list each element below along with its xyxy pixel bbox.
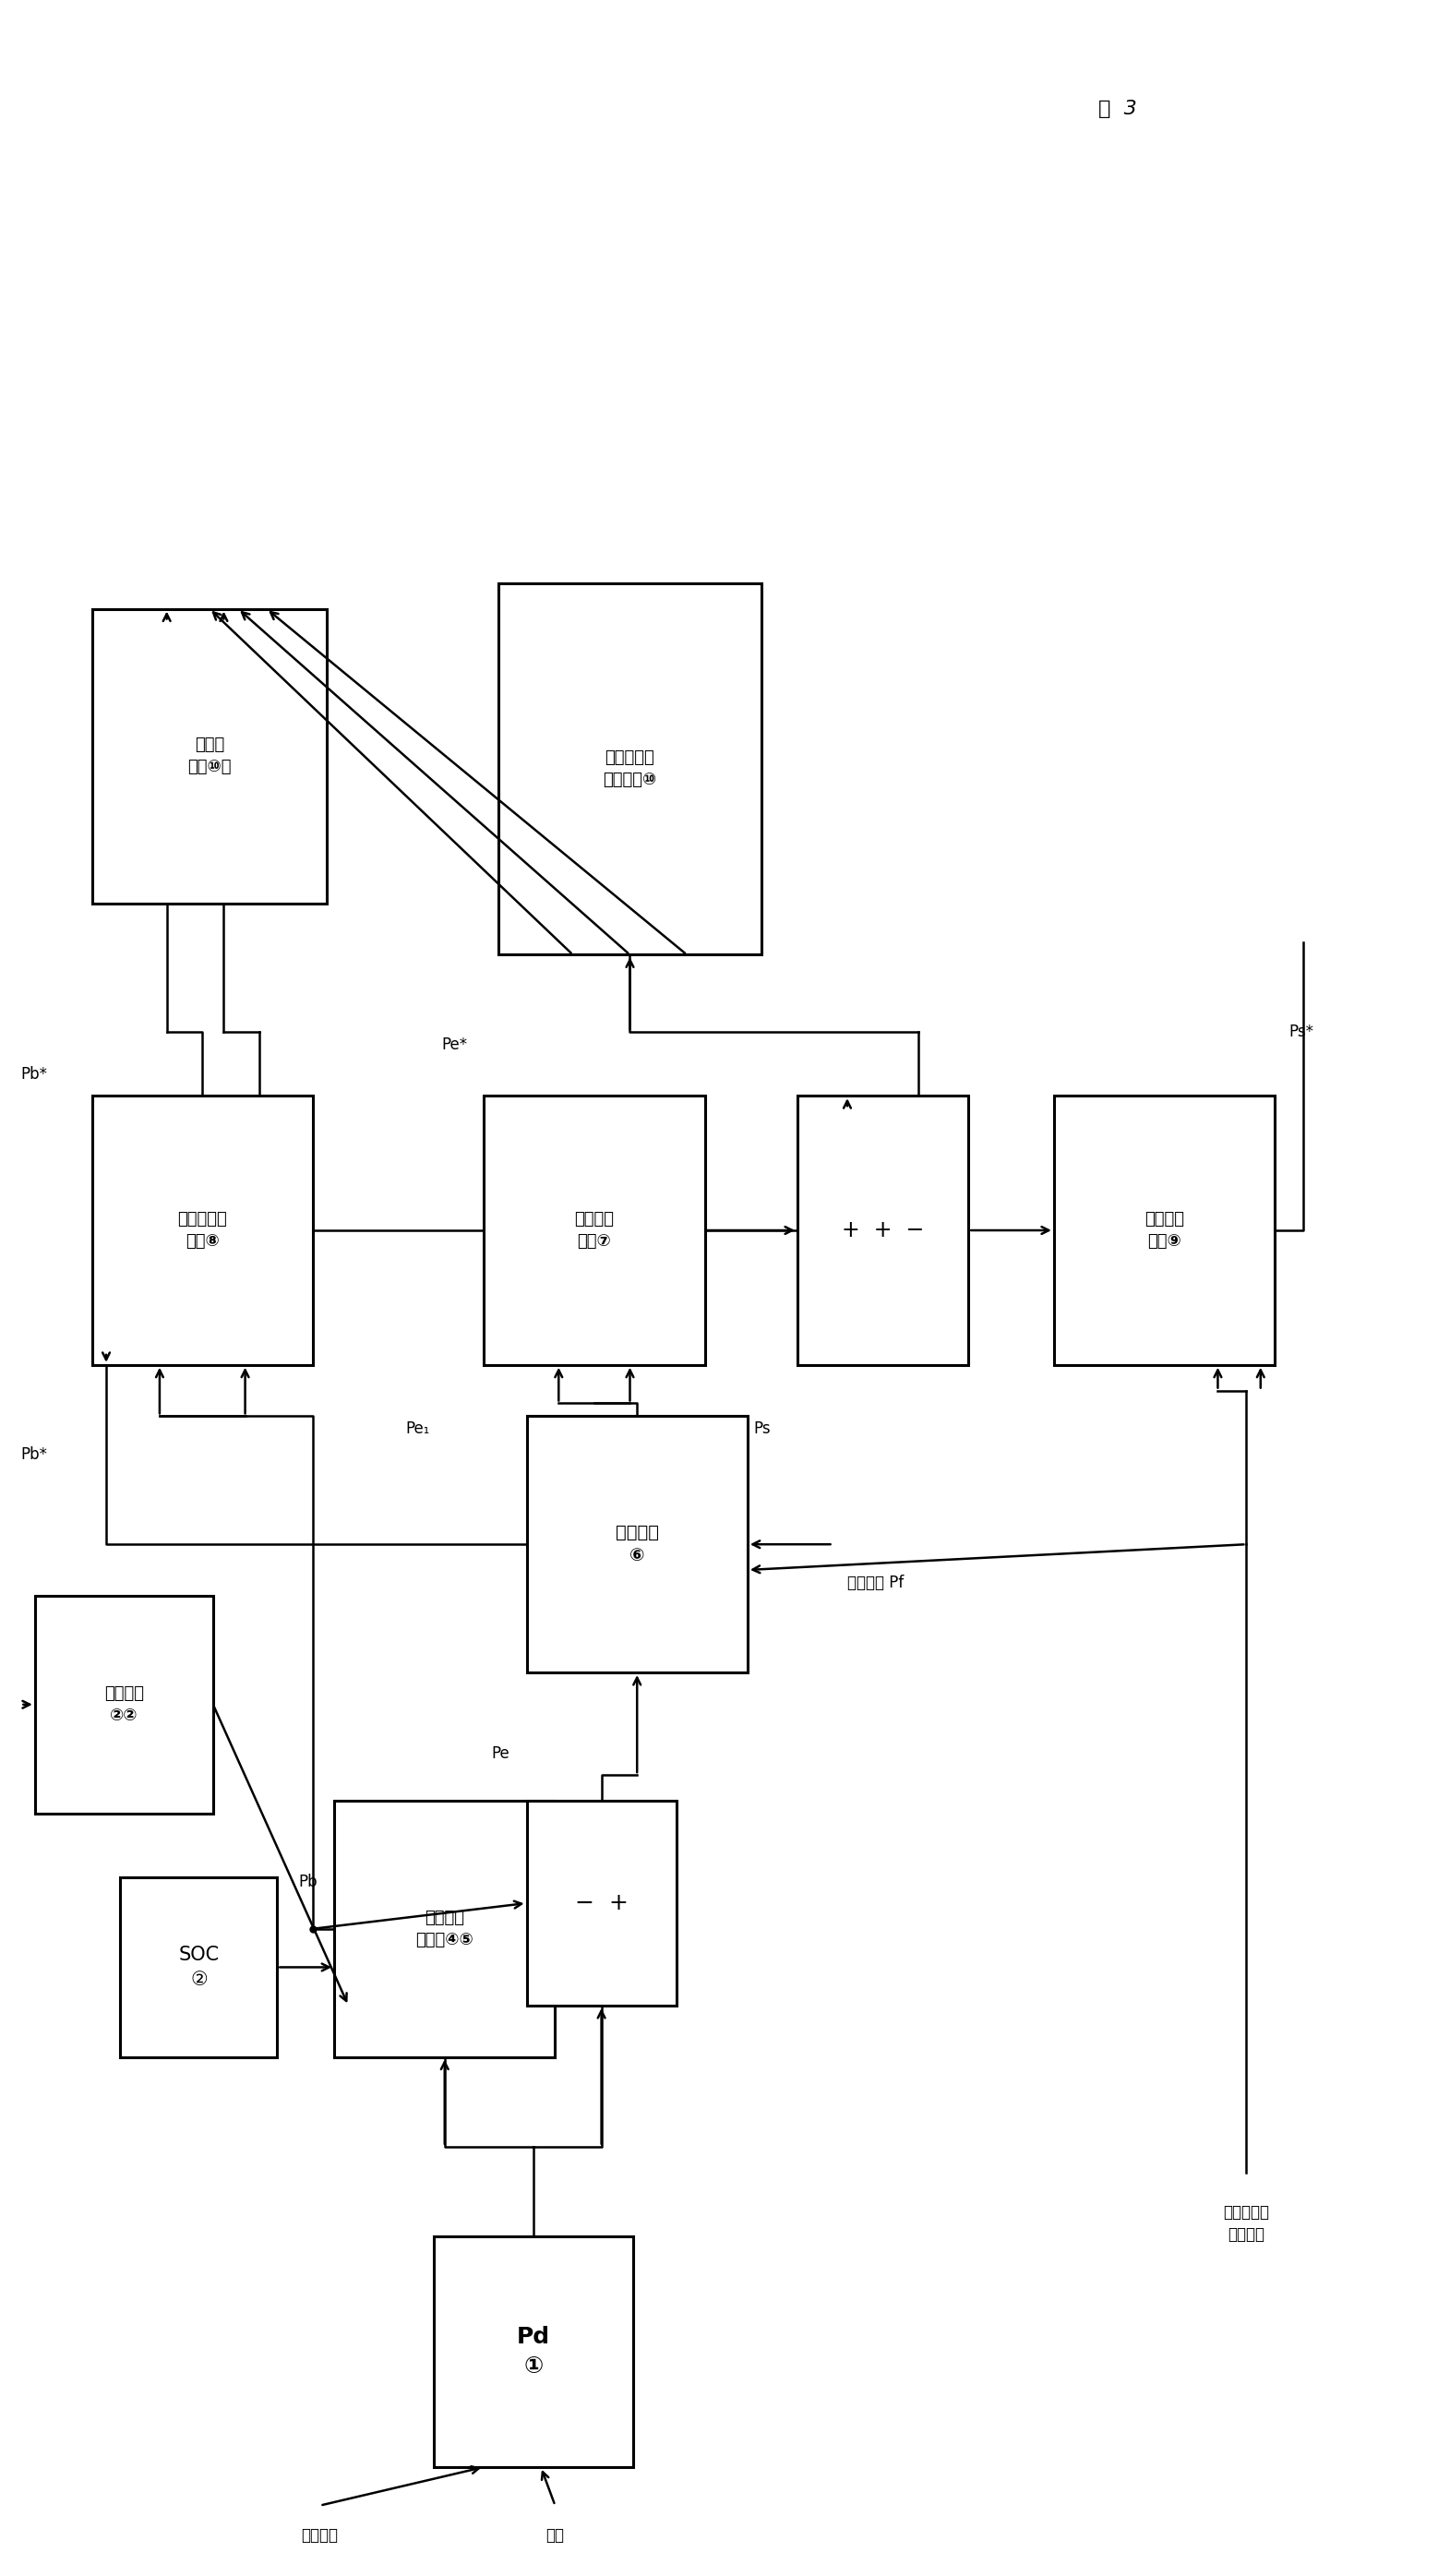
Text: SOC
②: SOC ② xyxy=(178,1945,219,1989)
Bar xyxy=(92,608,326,904)
Bar xyxy=(35,1595,213,1814)
Text: 制车功率
约束⑨: 制车功率 约束⑨ xyxy=(1145,1211,1185,1249)
Text: Pe₁: Pe₁ xyxy=(406,1422,430,1437)
Text: 车速: 车速 xyxy=(546,2527,564,2545)
Text: Pb*: Pb* xyxy=(20,1066,47,1082)
Text: Ps: Ps xyxy=(754,1422,771,1437)
Text: 模糊能量
控制器④⑤: 模糊能量 控制器④⑤ xyxy=(416,1909,473,1947)
Text: 发动机与离
合器状态: 发动机与离 合器状态 xyxy=(1224,2205,1270,2244)
Bar xyxy=(526,1417,748,1672)
Text: 发动机优化
工作曲线⑩: 发动机优化 工作曲线⑩ xyxy=(603,750,657,788)
Text: 发动机功
约束⑦: 发动机功 约束⑦ xyxy=(574,1211,614,1249)
Text: 系统约束
⑥: 系统约束 ⑥ xyxy=(615,1525,659,1564)
Text: Pb: Pb xyxy=(299,1873,318,1891)
Bar xyxy=(798,1095,968,1365)
Text: 转矩需求: 转矩需求 xyxy=(302,2527,338,2545)
Text: 蓄电池功率
约束⑧: 蓄电池功率 约束⑧ xyxy=(177,1211,227,1249)
Text: Pd
①: Pd ① xyxy=(518,2326,551,2378)
Text: +  +  −: + + − xyxy=(841,1218,925,1242)
Bar xyxy=(1054,1095,1276,1365)
Text: Pe*: Pe* xyxy=(441,1036,467,1054)
Bar xyxy=(334,1801,555,2058)
Bar xyxy=(483,1095,705,1365)
Text: 遗传算法
②②: 遗传算法 ②② xyxy=(104,1685,144,1723)
Text: 图  3: 图 3 xyxy=(1099,100,1137,118)
Bar xyxy=(526,1801,676,2007)
Text: 转矩控
制器⑩⑪: 转矩控 制器⑩⑪ xyxy=(187,737,232,775)
Text: Ps*: Ps* xyxy=(1288,1023,1314,1041)
Bar xyxy=(121,1878,278,2058)
Text: Pb*: Pb* xyxy=(20,1445,47,1463)
Bar xyxy=(498,582,762,956)
Text: 摩擦功率 Pf: 摩擦功率 Pf xyxy=(847,1574,905,1592)
Bar xyxy=(92,1095,313,1365)
Text: Pe: Pe xyxy=(490,1747,509,1762)
Text: −  +: − + xyxy=(575,1893,628,1914)
Bar xyxy=(434,2236,634,2468)
